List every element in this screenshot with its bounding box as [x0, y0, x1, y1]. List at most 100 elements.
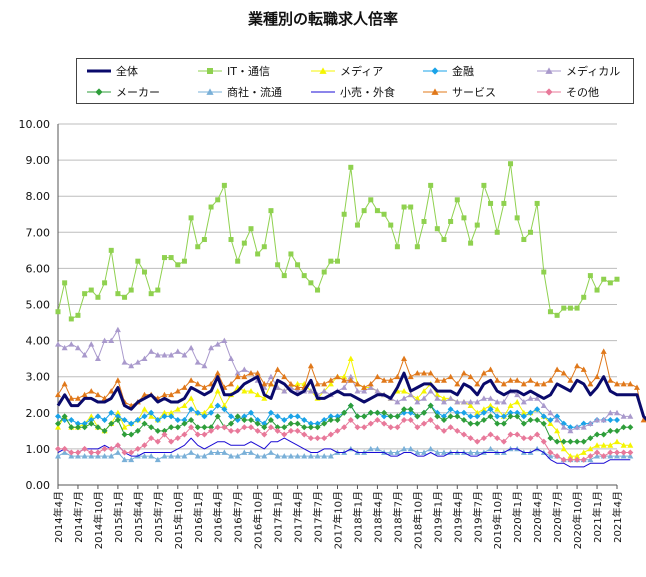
data-point — [335, 258, 340, 264]
data-point — [148, 413, 155, 419]
data-point — [414, 244, 420, 250]
data-point — [361, 413, 368, 420]
data-point — [254, 370, 261, 376]
data-point — [241, 366, 248, 372]
data-point — [201, 362, 208, 369]
data-point — [574, 456, 581, 463]
data-point — [201, 431, 208, 438]
data-point — [594, 453, 601, 459]
data-point — [234, 373, 241, 380]
data-point — [121, 417, 128, 424]
data-point — [534, 417, 541, 424]
data-point — [201, 409, 208, 416]
data-point — [208, 424, 215, 431]
x-tick-label: 2014年4月 — [52, 491, 65, 543]
data-point — [514, 215, 520, 221]
data-point — [141, 453, 148, 459]
data-point — [247, 370, 254, 376]
data-point — [307, 388, 314, 394]
data-point — [281, 424, 288, 431]
data-point — [155, 287, 161, 293]
data-point — [247, 409, 254, 416]
data-point — [287, 453, 294, 459]
data-point — [434, 377, 441, 383]
legend-marker — [545, 67, 553, 74]
data-point — [68, 395, 75, 401]
data-point — [168, 409, 175, 416]
data-point — [327, 380, 334, 387]
data-point — [620, 442, 627, 448]
data-point — [141, 420, 148, 427]
data-point — [394, 373, 401, 380]
data-point — [407, 406, 414, 413]
legend-item: 商社・流通 — [198, 85, 282, 99]
x-tick-label: 2019年10月 — [491, 491, 504, 549]
data-point — [414, 370, 421, 376]
data-point — [480, 409, 487, 416]
data-point — [168, 352, 175, 358]
data-point — [161, 431, 168, 438]
data-point — [401, 395, 408, 401]
legend-item: 小売・外食 — [311, 85, 395, 99]
data-point — [474, 449, 481, 455]
data-point — [128, 449, 135, 456]
data-point — [88, 453, 95, 459]
data-point — [454, 398, 461, 405]
data-point — [434, 395, 441, 401]
data-point — [560, 438, 567, 445]
data-point — [447, 395, 454, 401]
data-point — [387, 377, 394, 383]
data-point — [228, 380, 235, 387]
data-point — [74, 424, 81, 431]
data-point — [255, 251, 261, 257]
data-point — [114, 449, 121, 455]
data-point — [228, 453, 235, 459]
data-point — [540, 413, 547, 420]
data-point — [74, 420, 81, 427]
data-point — [614, 427, 620, 434]
data-point — [194, 453, 201, 459]
data-point — [188, 449, 195, 455]
data-point — [194, 431, 201, 438]
data-point — [607, 280, 613, 286]
data-point — [494, 406, 501, 412]
data-point — [460, 417, 467, 424]
data-point — [527, 229, 533, 235]
data-point — [121, 449, 128, 456]
data-point — [474, 409, 481, 416]
data-point — [587, 273, 593, 279]
data-point — [607, 377, 614, 383]
data-point — [540, 402, 547, 408]
legend-label: 小売・外食 — [340, 85, 395, 99]
data-point — [201, 413, 208, 420]
data-point — [235, 258, 241, 264]
data-point — [440, 417, 447, 424]
data-point — [188, 424, 195, 431]
data-point — [168, 453, 175, 459]
data-point — [394, 424, 401, 431]
data-point — [494, 398, 501, 405]
data-point — [174, 417, 181, 424]
data-point — [480, 435, 487, 442]
data-point — [427, 370, 434, 376]
data-point — [547, 435, 554, 442]
data-point — [527, 377, 534, 383]
data-point — [301, 424, 308, 431]
x-tick-label: 2018年7月 — [391, 491, 404, 543]
data-point — [61, 344, 68, 351]
data-point — [274, 366, 281, 372]
data-point — [301, 431, 308, 438]
data-point — [188, 377, 195, 383]
data-point — [454, 380, 461, 387]
data-point — [267, 373, 274, 380]
data-point — [201, 453, 208, 459]
data-point — [607, 427, 614, 434]
data-point — [507, 431, 514, 438]
data-point — [500, 398, 507, 405]
data-point — [214, 424, 221, 431]
data-point — [61, 413, 68, 420]
data-point — [181, 453, 188, 459]
data-point — [108, 409, 115, 416]
data-point — [541, 269, 547, 275]
data-point — [214, 370, 221, 376]
